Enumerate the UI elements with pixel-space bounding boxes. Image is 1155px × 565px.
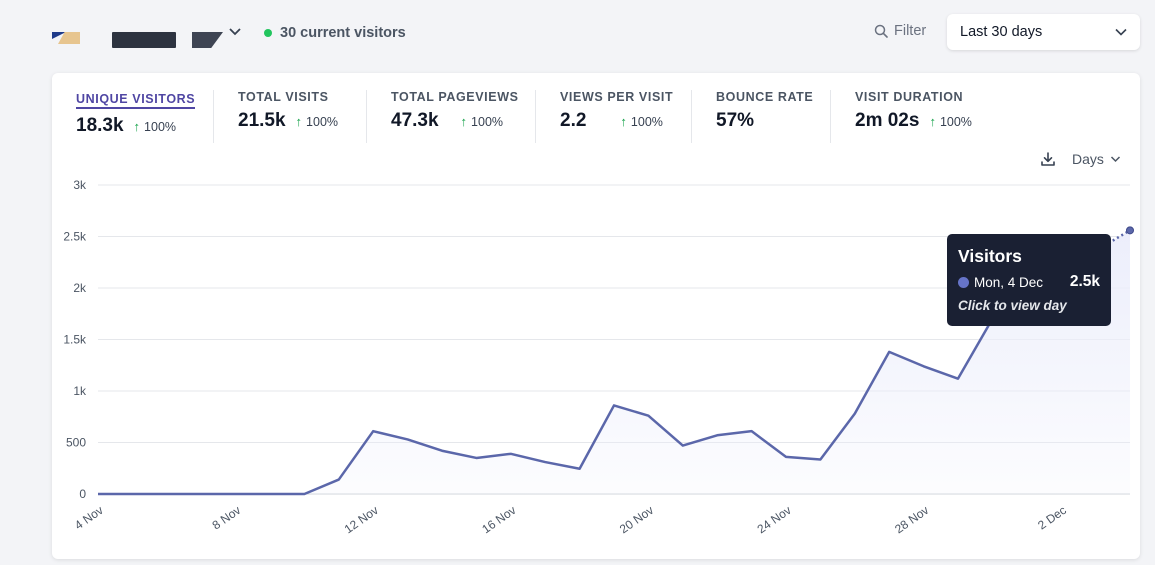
stat-change: ↑ 100%	[461, 114, 503, 129]
stat-change-value: 100%	[144, 119, 177, 134]
stat-unique-visitors[interactable]: UNIQUE VISITORS 18.3k ↑ 100%	[76, 90, 196, 142]
chart-tools: Days	[52, 151, 1140, 171]
area-fill	[98, 230, 1130, 494]
stat-total-pageviews[interactable]: TOTAL PAGEVIEWS 47.3k ↑ 100%	[391, 90, 519, 142]
stat-label: VIEWS PER VISIT	[560, 90, 674, 104]
stat-value: 21.5k	[238, 110, 286, 131]
stat-divider	[691, 90, 692, 143]
x-tick-label: 20 Nov	[617, 503, 656, 536]
stat-visit-duration[interactable]: VISIT DURATION 2m 02s ↑ 100%	[855, 90, 972, 142]
stat-label: VISIT DURATION	[855, 90, 964, 104]
x-tick-label: 4 Nov	[72, 503, 106, 532]
stat-divider	[213, 90, 214, 143]
download-icon[interactable]	[1040, 151, 1056, 167]
y-tick-label: 2k	[73, 281, 87, 295]
stat-label: BOUNCE RATE	[716, 90, 814, 104]
stat-change-value: 100%	[471, 114, 504, 129]
chart-tooltip[interactable]: Visitors Mon, 4 Dec 2.5k Click to view d…	[947, 234, 1111, 326]
x-tick-label: 2 Dec	[1035, 503, 1069, 532]
arrow-up-icon: ↑	[295, 114, 303, 129]
current-visitors-label: 30 current visitors	[280, 25, 406, 41]
chevron-down-icon	[1110, 156, 1120, 163]
stat-change: ↑ 100%	[296, 114, 338, 129]
search-icon	[874, 24, 888, 38]
stat-change-value: 100%	[630, 114, 663, 129]
current-visitors[interactable]: 30 current visitors	[264, 24, 406, 42]
stat-label: TOTAL PAGEVIEWS	[391, 90, 519, 104]
tooltip-hint: Click to view day	[958, 298, 1067, 313]
stat-value: 2m 02s	[855, 110, 920, 131]
arrow-up-icon: ↑	[133, 119, 141, 134]
stat-change-value: 100%	[306, 114, 339, 129]
tooltip-title: Visitors	[958, 246, 1022, 266]
series-dot-icon	[958, 276, 969, 288]
x-tick-label: 8 Nov	[210, 503, 244, 532]
tooltip-value: 2.5k	[1069, 273, 1100, 290]
stat-label: UNIQUE VISITORS	[76, 92, 196, 109]
y-tick-label: 0	[79, 487, 86, 501]
x-tick-label: 16 Nov	[479, 503, 518, 536]
arrow-up-icon: ↑	[460, 114, 468, 129]
stat-value: 18.3k	[76, 115, 124, 136]
stat-change: ↑ 100%	[134, 119, 176, 134]
period-dropdown[interactable]: Last 30 days	[947, 14, 1140, 50]
site-name-redacted[interactable]	[112, 32, 176, 48]
y-tick-label: 1k	[73, 384, 87, 398]
stat-total-visits[interactable]: TOTAL VISITS 21.5k ↑ 100%	[238, 90, 338, 142]
stat-label: TOTAL VISITS	[238, 90, 329, 104]
period-label: Last 30 days	[960, 24, 1043, 40]
data-point-highlighted	[1126, 226, 1134, 235]
stat-divider	[366, 90, 367, 143]
top-bar: 30 current visitors Filter Last 30 days	[0, 0, 1155, 66]
x-tick-label: 28 Nov	[892, 503, 931, 536]
site-logo[interactable]	[52, 32, 80, 44]
y-tick-label: 500	[66, 436, 86, 450]
y-tick-label: 3k	[73, 178, 87, 192]
y-tick-label: 1.5k	[63, 333, 87, 347]
arrow-up-icon: ↑	[929, 114, 936, 129]
y-tick-label: 2.5k	[63, 230, 87, 244]
stat-change-value: 100%	[939, 114, 972, 129]
stat-value: 2.2	[560, 110, 587, 131]
live-dot-icon	[264, 29, 272, 37]
chevron-down-icon[interactable]	[228, 26, 242, 38]
stat-change: ↑ 100%	[929, 114, 971, 129]
stat-bounce-rate[interactable]: BOUNCE RATE 57%	[716, 90, 813, 142]
x-tick-label: 24 Nov	[755, 503, 794, 536]
filter-button[interactable]: Filter	[874, 23, 926, 39]
stat-views-per-visit[interactable]: VIEWS PER VISIT 2.2 ↑ 100%	[560, 90, 673, 142]
stat-change: ↑ 100%	[620, 114, 662, 129]
interval-dropdown[interactable]: Days	[1072, 151, 1121, 167]
top-stats: UNIQUE VISITORS 18.3k ↑ 100% TOTAL VISITS…	[52, 73, 1140, 143]
tooltip-date: Mon, 4 Dec	[974, 274, 1044, 290]
stat-value: 57%	[716, 110, 755, 131]
arrow-up-icon: ↑	[620, 114, 627, 129]
filter-label: Filter	[894, 23, 927, 39]
chevron-down-icon	[1115, 28, 1127, 36]
x-tick-label: 12 Nov	[342, 503, 381, 536]
stat-divider	[830, 90, 831, 143]
series-line	[98, 249, 1096, 496]
stat-value: 47.3k	[391, 110, 439, 131]
interval-label: Days	[1072, 151, 1104, 167]
stat-divider	[535, 90, 536, 143]
